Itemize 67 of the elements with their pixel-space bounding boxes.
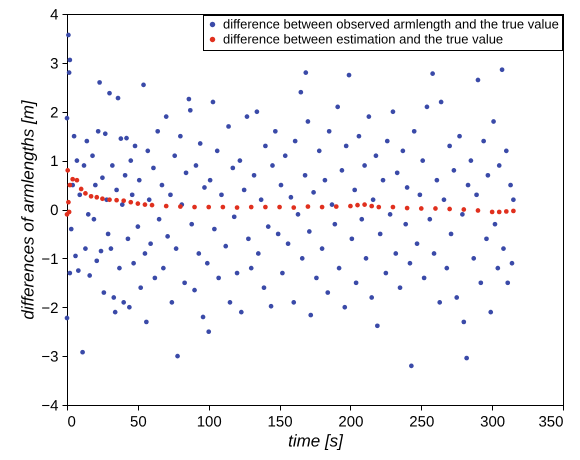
point	[74, 178, 80, 183]
point	[67, 182, 72, 188]
point	[121, 198, 126, 204]
point	[100, 196, 105, 202]
point	[291, 205, 296, 210]
x-tick-label: 300	[480, 414, 506, 430]
legend-label: difference between estimation and the true value	[223, 32, 504, 46]
point	[490, 210, 494, 214]
x-tick-label: 100	[196, 414, 222, 430]
point	[355, 202, 360, 208]
point	[418, 206, 424, 211]
x-tick-label: 350	[538, 414, 564, 430]
y-tick-label: −4	[41, 398, 58, 414]
x-tick-label: 200	[338, 414, 364, 430]
x-axis-title: time [s]	[288, 432, 344, 450]
point	[404, 206, 410, 210]
y-tick-label: −2	[41, 300, 58, 317]
point	[461, 207, 466, 212]
x-tick-label: 250	[409, 414, 434, 430]
point	[447, 206, 452, 212]
y-tick-label: 4	[50, 6, 58, 24]
point	[496, 210, 502, 214]
point	[114, 198, 119, 203]
point	[306, 204, 310, 209]
x-tick-label: 0	[68, 414, 76, 430]
point	[78, 186, 84, 192]
x-tick-label: 50	[130, 414, 147, 430]
point	[94, 194, 100, 200]
point	[504, 209, 509, 214]
point	[348, 204, 353, 208]
point	[142, 202, 148, 207]
point	[164, 204, 169, 208]
point	[220, 204, 226, 210]
y-tick-label: 3	[50, 55, 58, 72]
legend-label: difference between observed armlength and the true value	[223, 16, 559, 32]
y-tick-label: 2	[50, 104, 58, 122]
point	[70, 176, 76, 182]
point	[476, 208, 480, 213]
y-tick-label: −1	[41, 250, 58, 268]
point	[362, 202, 367, 207]
point	[65, 168, 70, 173]
point	[66, 200, 71, 205]
point	[390, 204, 396, 210]
x-tick-label: 150	[268, 414, 293, 430]
y-axis-title: differences of armlengths [m]	[18, 99, 38, 320]
point	[376, 204, 382, 210]
point	[511, 208, 516, 214]
point	[83, 191, 88, 196]
point	[369, 204, 374, 208]
y-tick-label: 0	[50, 202, 58, 219]
point	[334, 204, 339, 209]
point	[66, 210, 72, 214]
point	[128, 200, 134, 205]
point	[433, 206, 438, 211]
point	[248, 204, 254, 210]
point	[150, 202, 154, 208]
point	[234, 205, 240, 210]
point	[88, 194, 94, 199]
point	[277, 204, 282, 210]
point	[192, 204, 197, 210]
y-tick-label: 1	[50, 153, 58, 170]
point	[206, 204, 212, 210]
point	[107, 197, 112, 202]
point	[263, 204, 268, 210]
y-tick-label: −3	[41, 348, 58, 366]
point	[136, 201, 140, 206]
point	[320, 204, 324, 210]
